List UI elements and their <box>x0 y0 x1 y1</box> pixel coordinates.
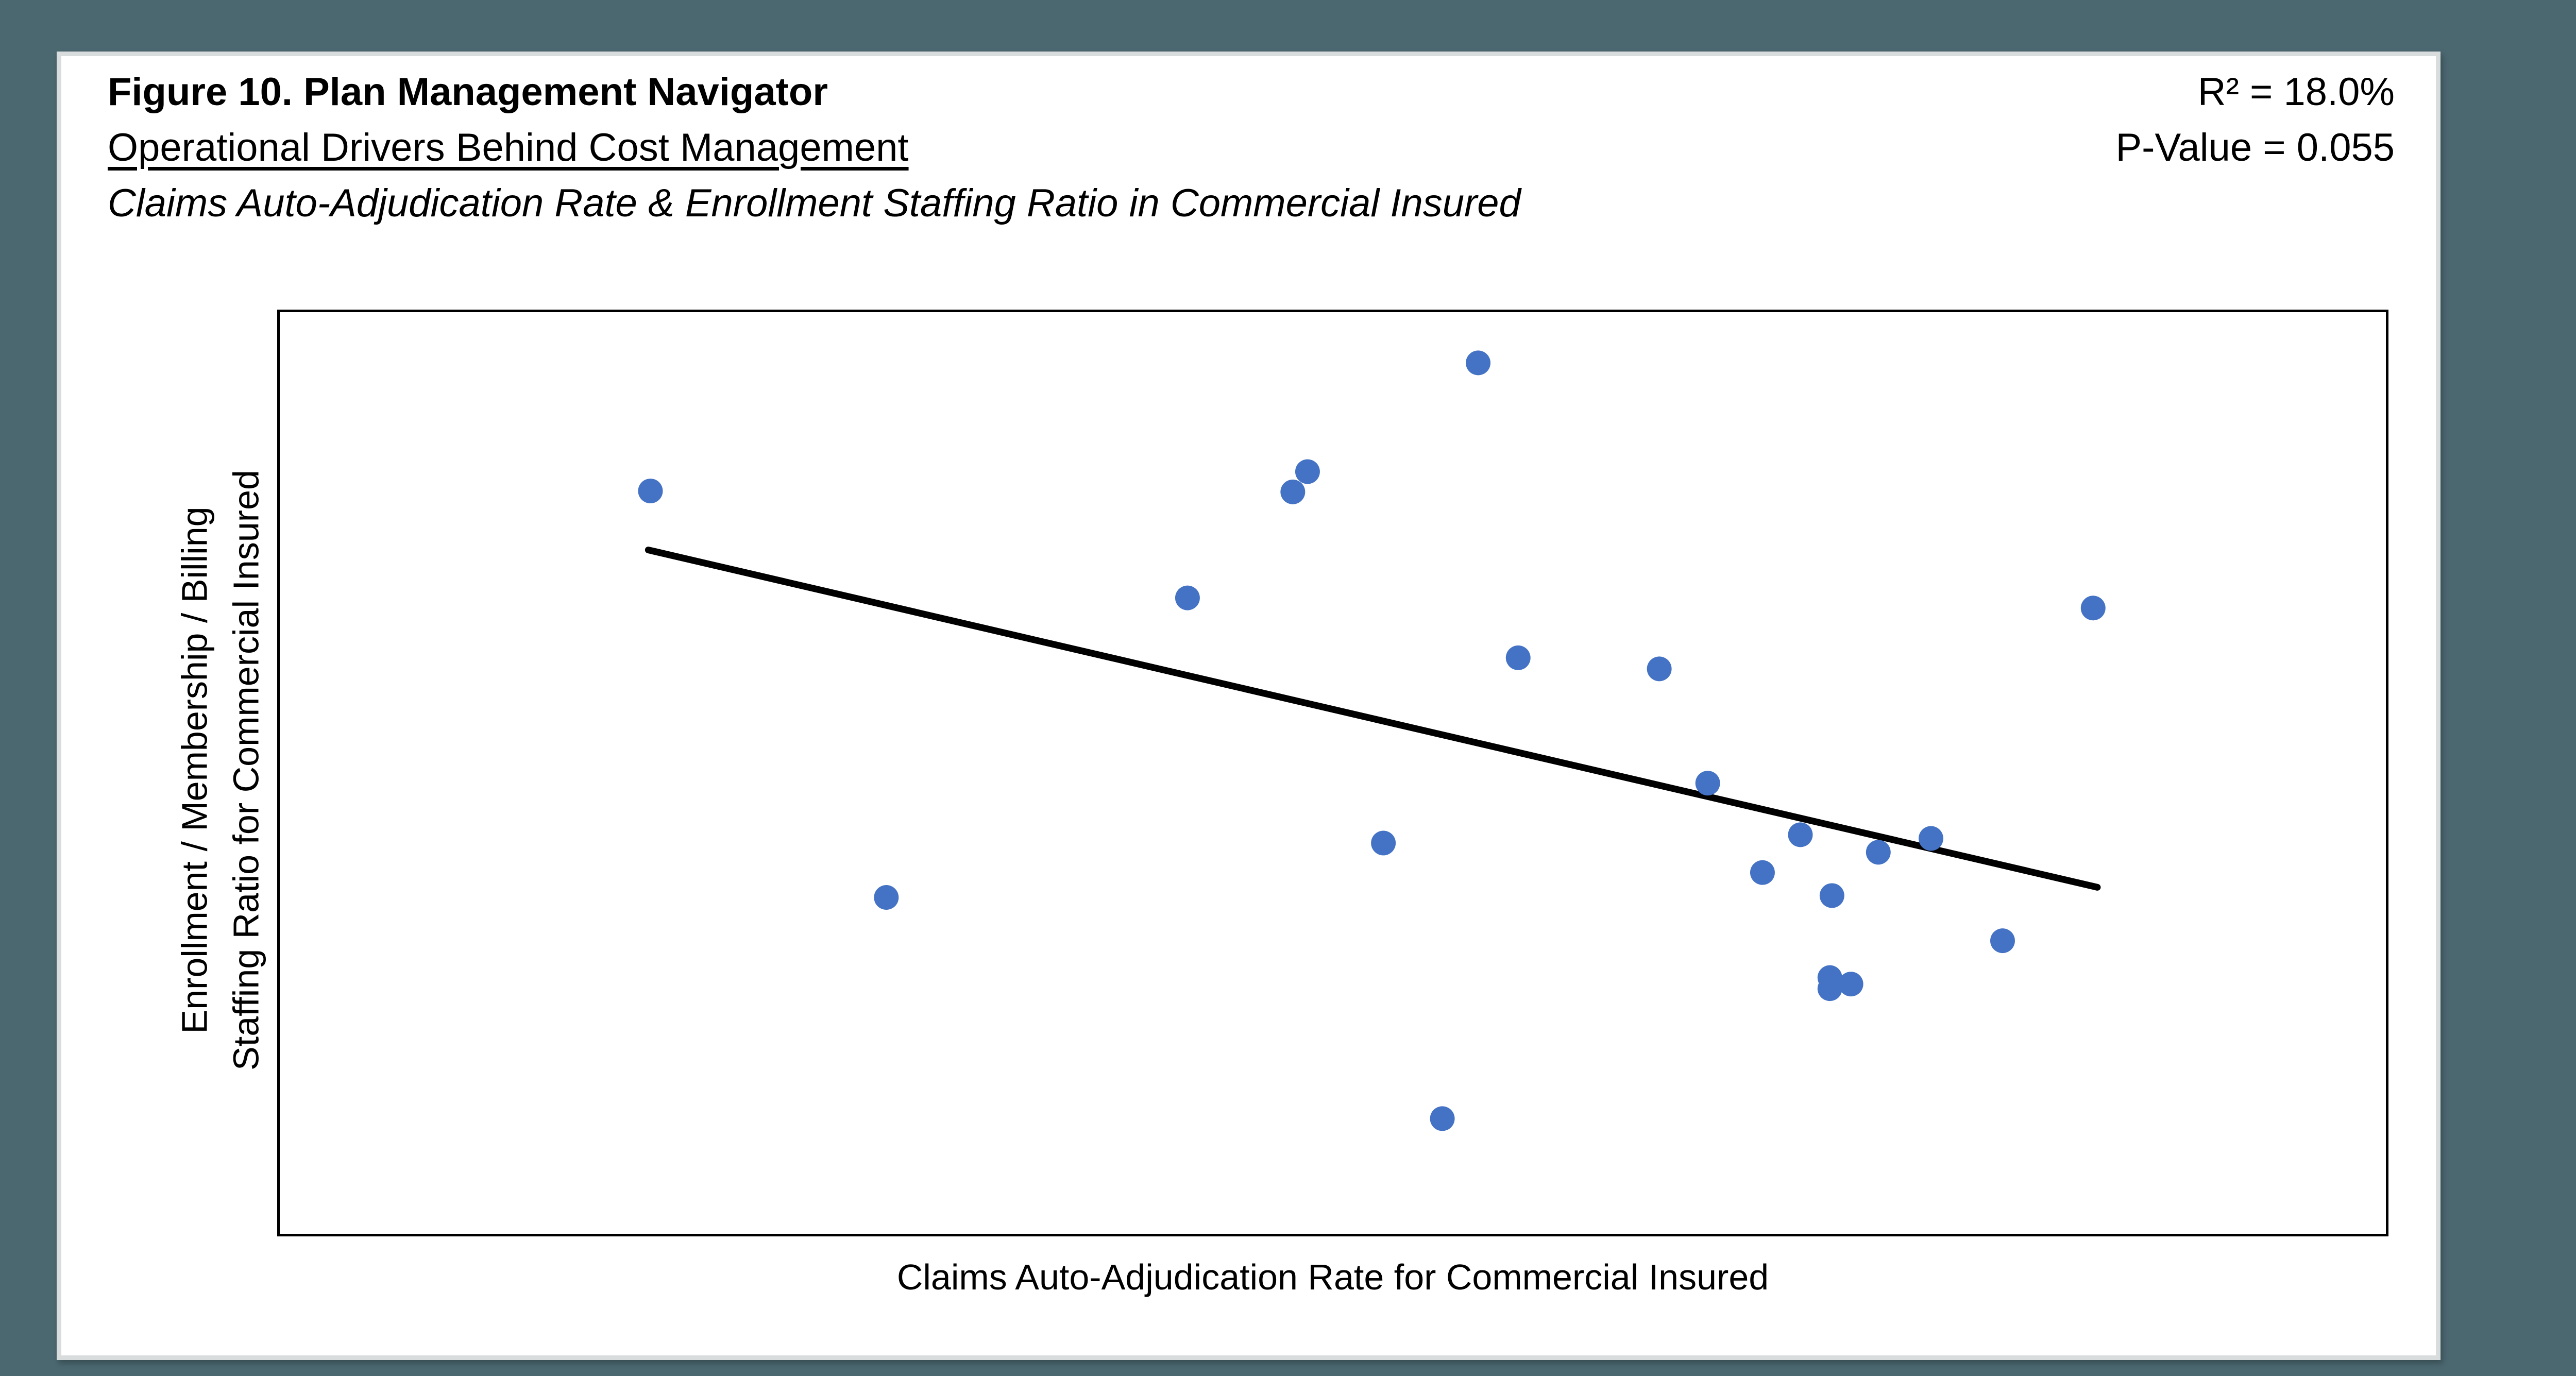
data-point <box>1175 585 1200 610</box>
data-point <box>1466 350 1491 376</box>
figure-card: Figure 10. Plan Management Navigator Ope… <box>57 52 2441 1360</box>
data-point <box>1371 830 1396 856</box>
figure-subtitle: Operational Drivers Behind Cost Manageme… <box>108 126 909 169</box>
y-axis-label-line1: Enrollment / Membership / Billing <box>174 506 215 1034</box>
data-point <box>1788 822 1813 847</box>
data-point <box>874 885 899 910</box>
data-point <box>1990 928 2015 954</box>
p-value: P-Value = 0.055 <box>2115 126 2395 169</box>
figure-titles: Figure 10. Plan Management Navigator Ope… <box>108 64 1521 231</box>
data-point <box>1919 826 1943 851</box>
data-point <box>1866 840 1891 865</box>
figure-description: Claims Auto-Adjudication Rate & Enrollme… <box>108 181 1521 225</box>
data-point <box>638 479 663 504</box>
y-axis-label: Enrollment / Membership / Billing Staffi… <box>169 310 276 1231</box>
data-point <box>1505 645 1531 670</box>
plot-area <box>277 310 2388 1236</box>
y-axis-label-line2: Staffing Ratio for Commercial Insured <box>226 470 266 1071</box>
regression-stats: R² = 18.0% P-Value = 0.055 <box>2115 64 2395 176</box>
data-point <box>1647 656 1672 682</box>
r-squared-value: R² = 18.0% <box>2197 70 2395 114</box>
data-point <box>1819 883 1844 908</box>
scatter-svg <box>638 350 2106 1131</box>
data-point <box>1838 972 1863 997</box>
figure-title: Figure 10. Plan Management Navigator <box>108 70 828 114</box>
data-point <box>1695 771 1720 796</box>
data-point <box>1430 1106 1455 1131</box>
trend-line <box>645 547 2101 891</box>
data-point <box>1280 479 1306 504</box>
x-axis-label: Claims Auto-Adjudication Rate for Commer… <box>896 1257 1769 1297</box>
data-point <box>2080 596 2106 621</box>
data-point <box>1295 459 1320 484</box>
data-point <box>1817 976 1842 1001</box>
data-point <box>1750 860 1775 885</box>
